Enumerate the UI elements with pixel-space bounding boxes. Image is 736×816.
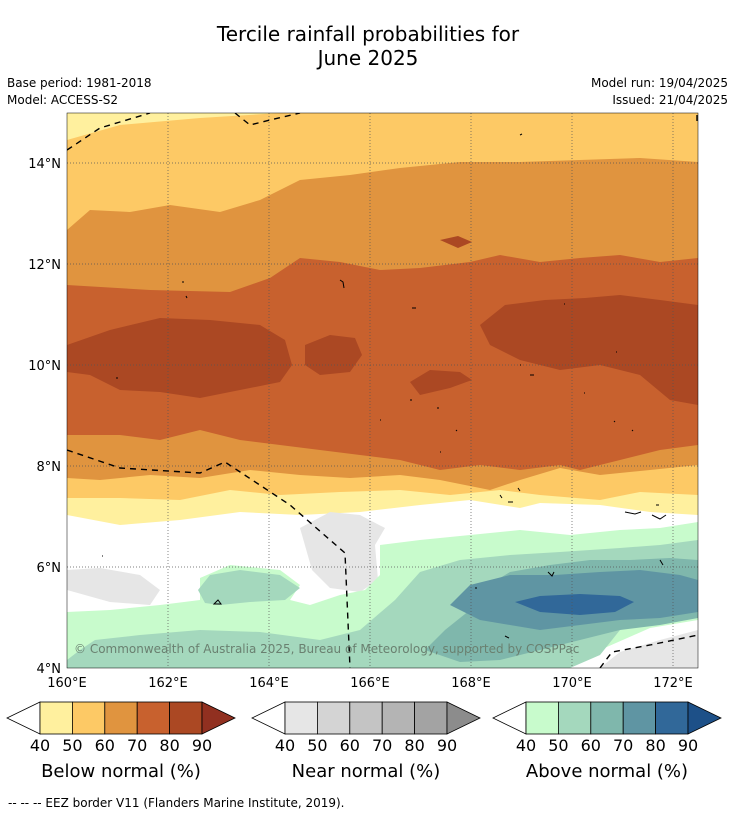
latitude-labels: 14°N 12°N 10°N 8°N 6°N 4°N bbox=[28, 157, 61, 677]
above-colorbar-tick: 90 bbox=[677, 736, 699, 755]
near-colorbar-tick: 60 bbox=[339, 736, 360, 755]
model-name-text: Model: ACCESS-S2 bbox=[7, 93, 119, 107]
lon-label-172e: 172°E bbox=[653, 676, 693, 691]
above-50-region-west bbox=[198, 570, 300, 605]
above-colorbar-min-arrow bbox=[492, 701, 527, 735]
near-colorbar-segment bbox=[284, 701, 318, 735]
near-colorbar-min-arrow bbox=[251, 701, 286, 735]
near-colorbar-tick: 90 bbox=[436, 736, 458, 755]
near-40-region bbox=[300, 512, 385, 592]
near-normal-colorbar bbox=[251, 701, 481, 735]
below-colorbar-segment bbox=[39, 701, 73, 735]
below-colorbar-tick: 90 bbox=[191, 736, 213, 755]
above-colorbar-segment bbox=[622, 701, 657, 735]
above-normal-colorbar bbox=[492, 701, 722, 735]
lat-label-10n: 10°N bbox=[28, 359, 61, 374]
above-colorbar-tick: 60 bbox=[580, 736, 601, 755]
near-40-region-southwest bbox=[67, 568, 160, 605]
eez-border-lines bbox=[67, 113, 698, 668]
map-title-line2: June 2025 bbox=[317, 46, 419, 70]
above-colorbar-segment bbox=[590, 701, 624, 735]
lat-label-4n: 4°N bbox=[37, 662, 62, 677]
above-colorbar-segment bbox=[558, 701, 592, 735]
lat-label-8n: 8°N bbox=[37, 460, 62, 475]
above-colorbar-tick: 70 bbox=[613, 736, 634, 755]
longitude-labels: 160°E 162°E 164°E 166°E 168°E 170°E 172°… bbox=[47, 676, 693, 691]
above-colorbar-segment bbox=[655, 701, 689, 735]
probability-field bbox=[67, 113, 698, 668]
near-colorbar-segment bbox=[349, 701, 383, 735]
below-80-region-east bbox=[480, 295, 698, 405]
map-title-line1: Tercile rainfall probabilities for bbox=[216, 22, 520, 46]
below-colorbar-tick: 50 bbox=[62, 736, 83, 755]
near-colorbar-tick: 80 bbox=[404, 736, 425, 755]
near-colorbar-tick: 70 bbox=[372, 736, 393, 755]
below-80-region-tiny bbox=[440, 236, 472, 248]
above-80-region bbox=[515, 594, 634, 615]
below-colorbar-segment bbox=[169, 701, 203, 735]
below-colorbar-tick: 80 bbox=[159, 736, 180, 755]
near-colorbar-max-arrow bbox=[446, 701, 481, 735]
near-colorbar-tick: 40 bbox=[274, 736, 296, 755]
lat-label-6n: 6°N bbox=[37, 561, 62, 576]
lat-label-14n: 14°N bbox=[28, 157, 61, 172]
lon-label-168e: 168°E bbox=[451, 676, 491, 691]
below-colorbar-segment bbox=[136, 701, 170, 735]
below-colorbar-tick: 40 bbox=[29, 736, 51, 755]
above-colorbar-tick: 80 bbox=[645, 736, 666, 755]
above-normal-label: Above normal (%) bbox=[525, 761, 689, 782]
below-normal-colorbar bbox=[6, 701, 236, 735]
copyright-text: © Commonwealth of Australia 2025, Bureau… bbox=[74, 642, 579, 656]
lon-label-162e: 162°E bbox=[148, 676, 188, 691]
model-run-text: Model run: 19/04/2025 bbox=[590, 76, 728, 90]
above-colorbar-tick: 40 bbox=[515, 736, 537, 755]
above-colorbar-max-arrow bbox=[687, 701, 722, 735]
near-colorbar-segment bbox=[381, 701, 416, 735]
below-80-region-small bbox=[410, 370, 472, 395]
above-colorbar-tick: 50 bbox=[548, 736, 569, 755]
map-gridlines bbox=[67, 113, 698, 668]
below-colorbar-min-arrow bbox=[6, 701, 41, 735]
near-colorbar-tick: 50 bbox=[307, 736, 328, 755]
island-outlines bbox=[102, 133, 667, 639]
below-80-region-west bbox=[67, 318, 292, 398]
base-period-text: Base period: 1981-2018 bbox=[7, 76, 152, 90]
near-colorbar-segment bbox=[316, 701, 351, 735]
map-frame bbox=[66, 112, 699, 669]
above-colorbar-segment bbox=[525, 701, 559, 735]
below-colorbar-segment bbox=[72, 701, 106, 735]
near-colorbar-segment bbox=[414, 701, 448, 735]
below-normal-label: Below normal (%) bbox=[41, 761, 201, 782]
lon-label-164e: 164°E bbox=[249, 676, 289, 691]
below-colorbar-segment bbox=[104, 701, 138, 735]
lon-label-160e: 160°E bbox=[47, 676, 87, 691]
below-colorbar-max-arrow bbox=[201, 701, 236, 735]
below-colorbar-tick: 70 bbox=[127, 736, 148, 755]
below-colorbar-tick: 60 bbox=[94, 736, 115, 755]
near-normal-label: Near normal (%) bbox=[291, 761, 441, 782]
eez-footnote: -- -- -- EEZ border V11 (Flanders Marine… bbox=[8, 796, 345, 810]
lon-label-170e: 170°E bbox=[552, 676, 592, 691]
issued-date-text: Issued: 21/04/2025 bbox=[612, 93, 728, 107]
lon-label-166e: 166°E bbox=[350, 676, 390, 691]
lat-label-12n: 12°N bbox=[28, 258, 61, 273]
